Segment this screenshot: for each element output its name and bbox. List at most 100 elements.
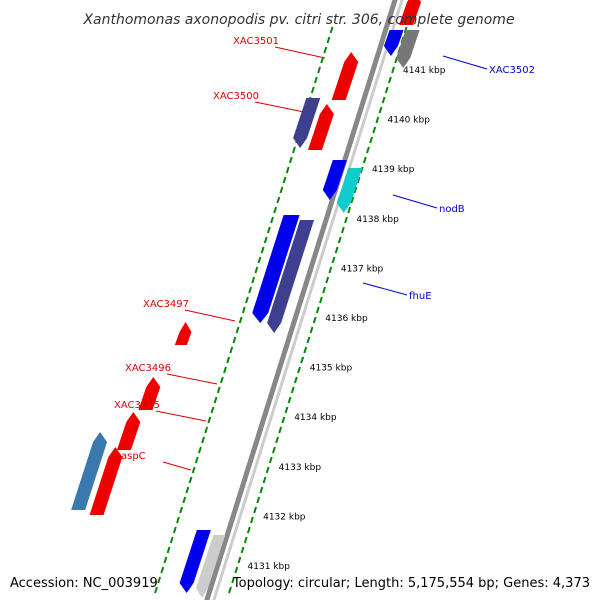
gene-arrow-fhue [267, 220, 315, 333]
left-dash-track [163, 556, 168, 564]
right-dash-track [328, 266, 333, 274]
right-dash-track [284, 406, 289, 414]
right-dash-track [278, 426, 283, 434]
right-dash-track [246, 526, 251, 534]
gene-arrow-xac3495 [116, 412, 141, 450]
left-dash-track [160, 566, 165, 574]
right-dash-track [265, 466, 270, 474]
left-dash-track [166, 546, 171, 554]
left-dash-track [172, 526, 177, 534]
gene-arrow-xac3496 [138, 377, 161, 410]
topology-text: Topology: circular; Length: 5,175,554 bp… [232, 576, 590, 591]
right-dash-track [369, 136, 374, 144]
left-dash-track [169, 536, 174, 544]
gene-label-xac3495: XAC3495 [114, 400, 160, 411]
left-dash-track [257, 256, 262, 264]
left-dash-track [204, 426, 209, 434]
gene-label-xac3496: XAC3496 [125, 363, 171, 374]
left-dash-track [182, 496, 187, 504]
right-dash-track [228, 586, 232, 594]
right-dash-track [391, 66, 395, 74]
gene-label-xac3497: XAC3497 [143, 299, 189, 310]
right-dash-track [381, 96, 386, 104]
left-dash-track [210, 406, 215, 414]
right-dash-track [375, 116, 380, 124]
gene-leader-line [162, 461, 192, 471]
backbone-line [204, 0, 398, 600]
gene-arrow-top-red [399, 0, 421, 25]
left-dash-track [216, 386, 221, 394]
right-dash-track [293, 376, 298, 384]
left-dash-track [270, 216, 274, 224]
right-dash-track [344, 216, 348, 224]
gene-leader-line [166, 373, 218, 385]
left-dash-track [176, 516, 180, 524]
right-dash-track [234, 566, 239, 574]
gene-arrow-nodb [336, 168, 363, 213]
left-dash-track [213, 396, 218, 404]
left-dash-track [157, 576, 162, 584]
left-dash-track [314, 76, 318, 84]
left-dash-track [207, 416, 212, 424]
gene-label-xac3500: XAC3500 [213, 91, 259, 102]
right-dash-track [256, 496, 261, 504]
left-dash-track [260, 246, 265, 254]
left-dash-track [285, 166, 290, 174]
left-dash-track [292, 146, 296, 154]
right-dash-track [272, 446, 276, 454]
right-dash-track [303, 346, 308, 354]
tick-label: 4134 kbp [294, 413, 337, 423]
right-dash-track [262, 476, 267, 484]
left-dash-track [229, 346, 234, 354]
left-dash-track [185, 486, 190, 494]
gene-arrow-steel [71, 432, 108, 510]
gene-arrow-xac3497 [174, 322, 192, 345]
gene-label-nodb: nodB [439, 204, 465, 215]
tick-label: 4140 kbp [388, 116, 431, 126]
tick-label: 4131 kbp [248, 562, 291, 572]
left-dash-track [238, 316, 243, 324]
left-dash-track [267, 226, 271, 234]
right-dash-track [378, 106, 383, 114]
left-dash-track [263, 236, 268, 244]
left-dash-track [326, 36, 331, 44]
gene-label-aspc: aspC [121, 451, 146, 462]
right-dash-track [366, 146, 370, 154]
right-dash-track [312, 316, 317, 324]
right-dash-track [350, 196, 355, 204]
right-dash-track [306, 336, 311, 344]
tick-label: 4141 kbp [403, 66, 446, 76]
right-dash-track [259, 486, 264, 494]
genome-title: Xanthomonas axonopodis pv. citri str. 30… [82, 12, 514, 28]
left-dash-track [282, 176, 287, 184]
gene-leader-line [362, 282, 408, 296]
gene-arrow-purple [293, 98, 321, 148]
gene-leader-line [392, 194, 438, 209]
right-dash-track [334, 246, 339, 254]
right-dash-track [322, 286, 326, 294]
left-dash-track [310, 86, 315, 94]
left-dash-track [279, 186, 284, 194]
backbone-inner-track [212, 0, 404, 600]
right-dash-track [250, 516, 254, 524]
left-dash-track [235, 326, 240, 334]
right-dash-track [281, 416, 286, 424]
right-dash-track [388, 76, 392, 84]
gene-arrow-fhue-blue [252, 215, 300, 323]
gene-label-fhue: fhuE [409, 291, 432, 302]
right-dash-track [297, 366, 301, 374]
right-dash-track [237, 556, 242, 564]
left-dash-track [329, 26, 334, 34]
right-dash-track [362, 156, 367, 164]
right-dash-track [372, 126, 377, 134]
right-dash-track [240, 546, 245, 554]
left-dash-track [251, 276, 256, 284]
right-dash-track [331, 256, 336, 264]
right-dash-track [275, 436, 279, 444]
gene-leader-line [155, 410, 207, 422]
right-dash-track [319, 296, 323, 304]
tick-label: 4136 kbp [325, 314, 368, 324]
gene-arrow-bottom-blue [179, 530, 211, 593]
gene-arrow-gray [396, 30, 420, 68]
